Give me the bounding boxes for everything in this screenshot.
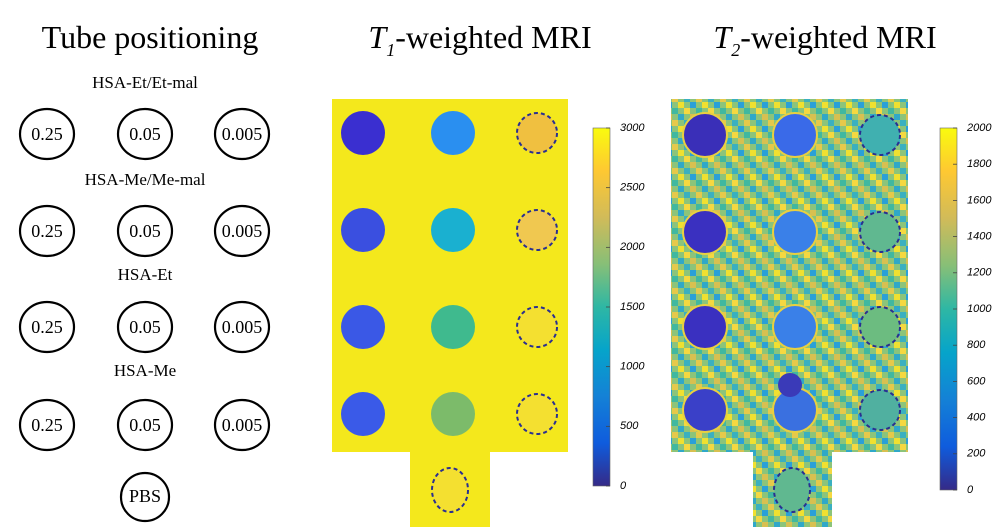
colorbar-tick-label: 600: [967, 375, 986, 387]
colorbar-tick-label: 2000: [966, 122, 992, 134]
colorbar-tick-label: 500: [620, 420, 639, 432]
tube-label: 0.25: [31, 221, 63, 241]
panel-title: T2-weighted MRI: [713, 19, 936, 60]
title-subscript: 1: [386, 40, 395, 60]
colorbar-tick-label: 3000: [620, 122, 645, 134]
colorbar-tick-label: 1600: [967, 194, 992, 206]
colorbar-tick-label: 1200: [967, 267, 992, 279]
group-label: HSA-Me: [114, 361, 176, 380]
colorbar-tick-label: 1000: [967, 303, 992, 315]
tube-label: 0.005: [222, 221, 263, 241]
colorbar-tick-label: 2000: [619, 241, 645, 253]
tube-label: 0.05: [129, 221, 161, 241]
colorbar-tick-label: 1400: [967, 231, 992, 243]
title-text: -weighted MRI: [395, 19, 591, 55]
colorbar-tick-label: 1800: [967, 158, 992, 170]
colorbar-tick-label: 800: [967, 339, 986, 351]
colorbar-tick-label: 0: [620, 480, 627, 492]
tube-label: 0.05: [129, 415, 161, 435]
tube-label: 0.25: [31, 124, 63, 144]
colorbar-tick-label: 1000: [620, 361, 645, 373]
title-text: -weighted MRI: [740, 19, 936, 55]
tube-label: 0.005: [222, 317, 263, 337]
colorbar-tick-label: 1500: [620, 301, 645, 313]
colorbar-tick-label: 200: [966, 448, 986, 460]
colorbar-tick-label: 0: [967, 484, 974, 496]
t2-panel: T2-weighted MRI 0 200 400 600 800 1000 1200 140…: [671, 19, 992, 527]
panel-title: Tube positioning: [42, 19, 259, 55]
group-label: HSA-Me/Me-mal: [85, 170, 206, 189]
group-label: HSA-Et: [118, 265, 173, 284]
group-label: HSA-Et/Et-mal: [92, 73, 198, 92]
tube-label: 0.005: [222, 124, 263, 144]
figure: Tube positioning HSA-Et/Et-mal 0.25 0.05 0.…: [0, 0, 998, 529]
tube-label: 0.25: [31, 415, 63, 435]
tube-positioning: Tube positioning HSA-Et/Et-mal 0.25 0.05 0.…: [20, 19, 269, 521]
t1-panel: T1-weighted MRI 0 500 1000 1500 2000 2500 3000: [332, 19, 645, 527]
tube-label: 0.05: [129, 124, 161, 144]
title-subscript: 2: [731, 40, 740, 60]
tube-label: 0.25: [31, 317, 63, 337]
colorbar-tick-label: 2500: [619, 182, 645, 194]
panel-title: T1-weighted MRI: [368, 19, 591, 60]
control-label: PBS: [129, 486, 161, 506]
colorbar-tick-label: 400: [967, 412, 986, 424]
tube-label: 0.005: [222, 415, 263, 435]
tube-label: 0.05: [129, 317, 161, 337]
